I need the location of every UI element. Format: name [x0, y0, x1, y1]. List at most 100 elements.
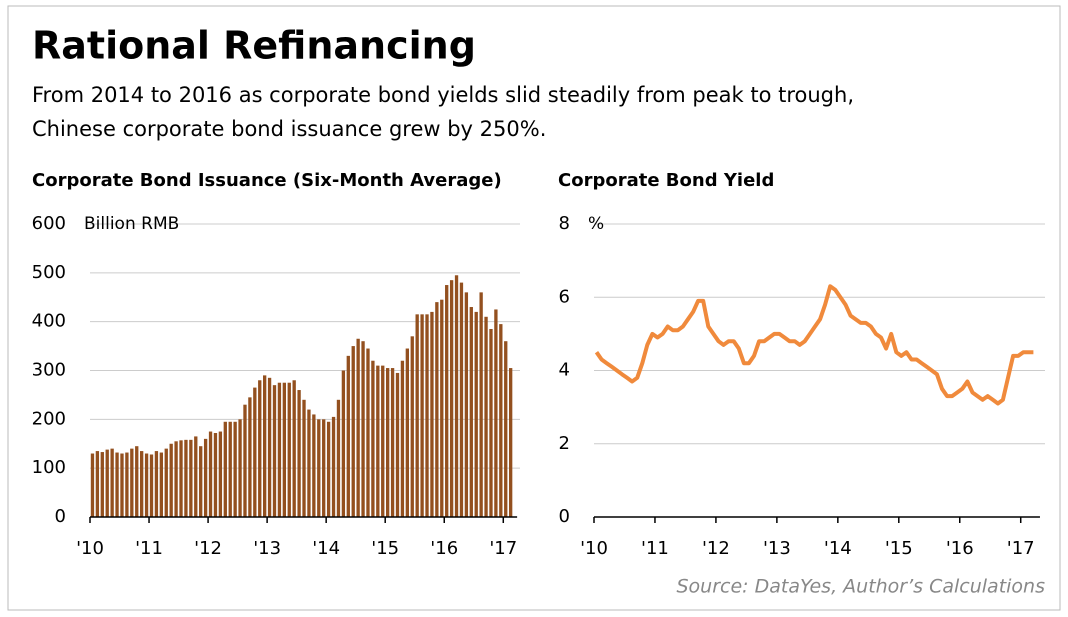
bar [203, 438, 208, 517]
bar [371, 360, 375, 517]
bar [361, 341, 365, 517]
y-unit: % [588, 214, 604, 234]
panel-title: Corporate Bond Issuance (Six-Month Avera… [32, 170, 502, 191]
bar [376, 365, 380, 517]
y-tick-label: 6 [559, 286, 570, 307]
bar [509, 368, 513, 517]
bar [248, 397, 252, 517]
bar [494, 309, 498, 517]
y-tick-label: 0 [559, 506, 570, 527]
bar [504, 341, 508, 517]
bar [110, 448, 114, 517]
bar [125, 452, 129, 517]
bar [317, 419, 321, 517]
x-tick-label: '14 [824, 538, 852, 559]
bar [194, 436, 198, 517]
bar [410, 336, 414, 517]
subtitle: Chinese corporate bond issuance grew by … [32, 117, 546, 141]
bar [154, 451, 159, 517]
x-tick-label: '17 [489, 538, 517, 559]
y-tick-label: 400 [32, 311, 66, 332]
bar [238, 419, 242, 517]
bar [105, 449, 109, 517]
bar [307, 409, 311, 517]
subtitle: From 2014 to 2016 as corporate bond yiel… [32, 83, 854, 107]
bar [213, 433, 218, 517]
x-tick-label: '13 [763, 538, 791, 559]
bar [135, 446, 139, 517]
bar [287, 382, 291, 517]
y-tick-label: 4 [559, 360, 570, 381]
bar [469, 307, 473, 517]
bar [356, 338, 360, 517]
bar [341, 370, 346, 517]
bar [405, 348, 409, 517]
x-tick-label: '13 [253, 538, 281, 559]
bar [144, 453, 149, 517]
bar [218, 431, 223, 517]
bar [390, 368, 395, 517]
bar [312, 414, 316, 517]
bar [174, 441, 178, 517]
bar [395, 372, 400, 517]
bar [253, 387, 257, 517]
bar [366, 348, 370, 517]
bar [140, 451, 144, 517]
bar [454, 275, 459, 517]
bar [208, 431, 213, 517]
bar [381, 365, 385, 517]
x-tick-label: '11 [135, 538, 163, 559]
y-tick-label: 300 [32, 360, 66, 381]
bar [464, 292, 469, 517]
x-tick-label: '17 [1007, 538, 1035, 559]
x-tick-label: '12 [702, 538, 730, 559]
y-tick-label: 0 [55, 506, 66, 527]
x-tick-label: '10 [580, 538, 608, 559]
x-tick-label: '16 [946, 538, 974, 559]
bar [120, 453, 124, 517]
y-tick-label: 200 [32, 408, 66, 429]
bar [258, 380, 262, 517]
bar [400, 360, 405, 517]
bar [346, 355, 350, 517]
y-tick-label: 100 [32, 457, 66, 478]
bar [430, 311, 434, 517]
x-tick-label: '16 [430, 538, 458, 559]
bar [223, 421, 227, 517]
x-tick-label: '14 [312, 538, 340, 559]
source: Source: DataYes, Author’s Calculations [676, 576, 1045, 598]
panel-title: Corporate Bond Yield [558, 170, 774, 191]
line [594, 284, 1034, 406]
bar [474, 311, 478, 517]
y-tick-label: 600 [32, 213, 66, 234]
bar [484, 316, 488, 517]
bar [322, 419, 326, 517]
bar [449, 280, 454, 517]
bar [425, 314, 429, 517]
x-tick-label: '11 [641, 538, 669, 559]
bar [297, 390, 301, 517]
bar [445, 285, 449, 517]
bar [95, 451, 100, 517]
bar [420, 314, 424, 517]
bar [179, 440, 183, 517]
bar [267, 377, 272, 517]
bar [499, 324, 503, 517]
bar [263, 375, 267, 517]
bar [489, 328, 493, 517]
x-tick-label: '15 [371, 538, 399, 559]
y-tick-label: 2 [559, 433, 570, 454]
bar [90, 453, 95, 517]
bar [292, 380, 296, 517]
bar [169, 443, 173, 517]
bar [435, 302, 439, 517]
bar [277, 382, 282, 517]
bar [272, 385, 277, 517]
bar [199, 446, 203, 517]
bar [331, 416, 336, 517]
bar [233, 421, 237, 517]
bar [115, 452, 119, 517]
bar [149, 454, 154, 517]
bar [159, 452, 163, 517]
